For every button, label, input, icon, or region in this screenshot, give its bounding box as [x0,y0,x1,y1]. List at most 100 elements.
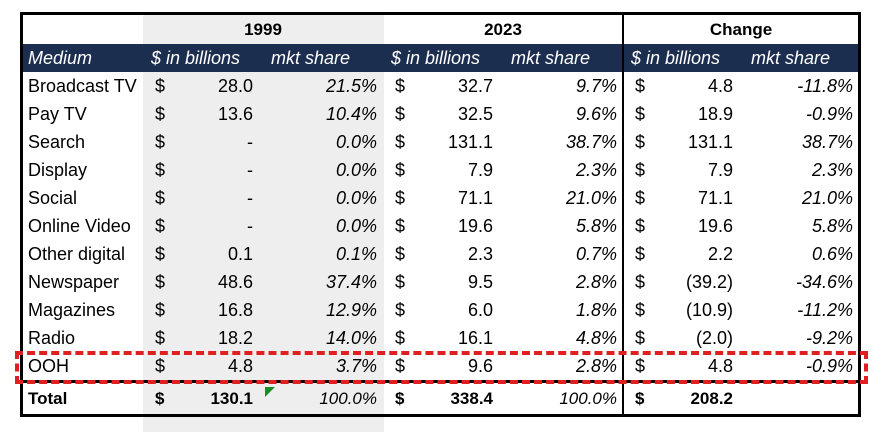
share-change[interactable]: -0.9% [805,104,853,124]
billions-2023[interactable]: 7.9 [467,160,493,180]
billions-change-header[interactable]: $ in billions [623,44,743,72]
billions-2023[interactable]: 32.5 [457,104,493,124]
billions-2023[interactable]: 9.6 [467,356,493,376]
medium-cell[interactable]: Other digital [28,244,126,264]
billions-1999[interactable]: 0.1 [227,244,253,264]
billions-change[interactable]: (39.2) [685,272,733,292]
currency-symbol[interactable]: $ [395,160,406,180]
currency-symbol[interactable]: $ [635,76,646,96]
share-change[interactable]: -11.2% [797,300,853,320]
medium-cell[interactable]: Radio [28,328,76,348]
medium-cell[interactable]: Social [28,188,78,208]
medium-cell[interactable]: Magazines [28,300,116,320]
share-1999[interactable]: 14.0% [325,328,377,348]
share-2023-header[interactable]: mkt share [503,44,623,72]
share-2023[interactable]: 9.6% [575,104,617,124]
billions-1999[interactable]: - [247,216,253,236]
share-change[interactable]: 5.8% [811,216,853,236]
billions-change[interactable]: (10.9) [685,300,733,320]
share-change[interactable]: -9.2% [805,328,853,348]
currency-symbol[interactable]: $ [395,104,406,124]
share-1999[interactable]: 12.9% [325,300,377,320]
billions-change[interactable]: 4.8 [707,76,733,96]
medium-header[interactable]: Medium [22,44,143,72]
share-2023[interactable]: 0.7% [575,244,617,264]
billions-2023[interactable]: 6.0 [467,300,493,320]
billions-change[interactable]: 71.1 [697,188,733,208]
billions-change[interactable]: (2.0) [695,328,733,348]
share-2023[interactable]: 2.8% [575,272,617,292]
currency-symbol[interactable]: $ [635,356,646,376]
billions-1999-header[interactable]: $ in billions [143,44,263,72]
share-change[interactable]: -11.8% [797,76,853,96]
currency-symbol[interactable]: $ [155,328,166,348]
medium-cell[interactable]: Display [28,160,88,180]
billions-2023[interactable]: 16.1 [457,328,493,348]
currency-symbol[interactable]: $ [155,76,166,96]
billions-1999[interactable]: - [247,160,253,180]
medium-cell[interactable]: Search [28,132,86,152]
total-billions-change[interactable]: 208.2 [649,380,743,415]
billions-change[interactable]: 131.1 [687,132,733,152]
currency-symbol[interactable]: $ [395,132,406,152]
share-change[interactable]: 2.3% [811,160,853,180]
billions-1999[interactable]: 4.8 [227,356,253,376]
billions-2023[interactable]: 71.1 [457,188,493,208]
billions-change[interactable]: 2.2 [707,244,733,264]
share-1999[interactable]: 0.1% [335,244,377,264]
billions-1999[interactable]: 28.0 [217,76,253,96]
header-2023[interactable]: 2023 [484,20,522,39]
currency-symbol[interactable]: $ [155,160,166,180]
share-2023[interactable]: 2.8% [575,356,617,376]
share-2023[interactable]: 38.7% [565,132,617,152]
currency-symbol[interactable]: $ [635,244,646,264]
currency-symbol[interactable]: $ [155,244,166,264]
share-1999[interactable]: 10.4% [325,104,377,124]
currency-symbol[interactable]: $ [395,356,406,376]
share-1999[interactable]: 0.0% [335,160,377,180]
share-1999[interactable]: 3.7% [335,356,377,376]
header-change[interactable]: Change [709,20,773,39]
share-change[interactable]: -34.6% [795,272,853,292]
header-1999[interactable]: 1999 [244,20,282,39]
share-2023[interactable]: 21.0% [565,188,617,208]
currency-symbol[interactable]: $ [395,272,406,292]
share-1999[interactable]: 37.4% [325,272,377,292]
share-2023[interactable]: 5.8% [575,216,617,236]
currency-symbol[interactable]: $ [635,216,646,236]
currency-symbol[interactable]: $ [155,104,166,124]
share-change[interactable]: 38.7% [801,132,853,152]
medium-cell[interactable]: Online Video [28,216,131,236]
billions-1999[interactable]: - [247,132,253,152]
total-share-1999[interactable]: 100.0% [263,380,383,415]
currency-symbol[interactable]: $ [155,300,166,320]
currency-symbol[interactable]: $ [395,216,406,236]
medium-cell[interactable]: OOH [28,356,70,376]
billions-1999[interactable]: 16.8 [217,300,253,320]
share-2023[interactable]: 1.8% [575,300,617,320]
billions-1999[interactable]: 18.2 [217,328,253,348]
medium-cell[interactable]: Pay TV [28,104,87,124]
billions-2023[interactable]: 2.3 [467,244,493,264]
billions-1999[interactable]: 13.6 [217,104,253,124]
share-2023[interactable]: 4.8% [575,328,617,348]
share-1999[interactable]: 0.0% [335,188,377,208]
billions-2023[interactable]: 19.6 [457,216,493,236]
billions-change[interactable]: 7.9 [707,160,733,180]
currency-symbol[interactable]: $ [395,188,406,208]
currency-symbol[interactable]: $ [635,104,646,124]
share-change[interactable]: -0.9% [805,356,853,376]
billions-2023[interactable]: 9.5 [467,272,493,292]
currency-symbol[interactable]: $ [395,244,406,264]
share-change-header[interactable]: mkt share [743,44,859,72]
currency-symbol[interactable]: $ [635,160,646,180]
currency-symbol[interactable]: $ [395,76,406,96]
medium-cell[interactable]: Newspaper [28,272,120,292]
share-1999[interactable]: 0.0% [335,132,377,152]
currency-symbol[interactable]: $ [635,328,646,348]
currency-symbol[interactable]: $ [155,216,166,236]
billions-change[interactable]: 19.6 [697,216,733,236]
billions-2023-header[interactable]: $ in billions [383,44,503,72]
currency-symbol[interactable]: $ [635,188,646,208]
billions-1999[interactable]: 48.6 [217,272,253,292]
